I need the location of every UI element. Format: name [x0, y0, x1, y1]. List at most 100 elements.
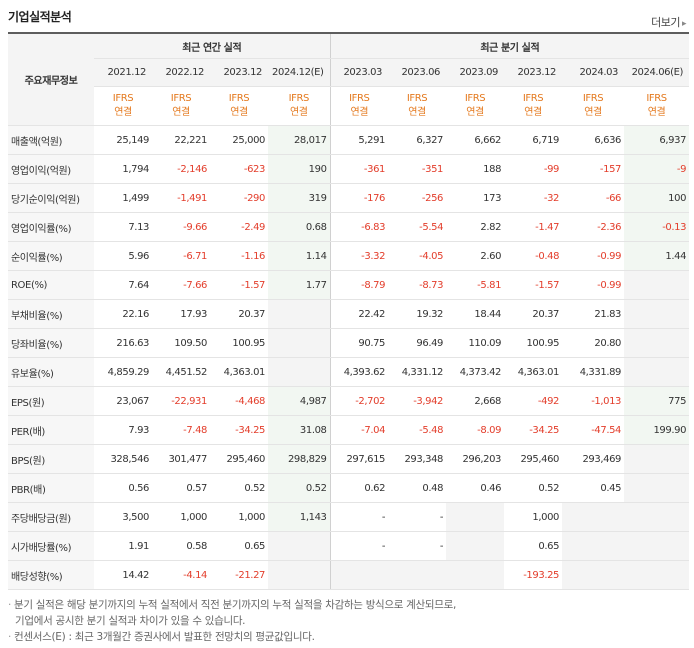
table-cell: -193.25: [504, 560, 563, 590]
table-cell: 7.64: [94, 270, 152, 300]
table-cell: 4,373.42: [446, 357, 505, 387]
table-cell: 2.60: [446, 241, 505, 271]
table-cell: [562, 560, 625, 590]
row-label: 영업이익(억원): [8, 154, 94, 184]
table-row: 당기순이익(억원) 1,499 -1,491 -290 319 -176 -256 173 -3…: [8, 183, 690, 213]
more-link[interactable]: 더보기 ▸: [651, 14, 686, 30]
table-row: BPS(원) 328,546 301,477 295,460 298,829 297,61…: [8, 444, 690, 474]
table-cell: 1.44: [624, 241, 690, 271]
table-cell: -22,931: [152, 386, 210, 416]
table-cell: 4,331.12: [388, 357, 447, 387]
table-cell: 301,477: [152, 444, 210, 474]
row-label: 배당성향(%): [8, 560, 94, 590]
row-label-header: 주요재무정보: [8, 33, 94, 126]
table-cell: 19.32: [388, 299, 447, 329]
table-cell: 4,363.01: [504, 357, 563, 387]
table-cell: 0.45: [562, 473, 625, 503]
table-cell: 190: [268, 154, 331, 184]
row-label: PER(배): [8, 415, 94, 445]
table-cell: -47.54: [562, 415, 625, 445]
table-cell: -6.83: [329, 212, 389, 242]
table-cell: 5.96: [94, 241, 152, 271]
table-cell: 7.13: [94, 212, 152, 242]
table-cell: 6,327: [388, 125, 447, 155]
basis-header: IFRS 연결: [210, 86, 268, 126]
table-cell: -34.25: [504, 415, 563, 445]
table-row: PER(배) 7.93 -7.48 -34.25 31.08 -7.04 -5.48 -8.0…: [8, 415, 690, 445]
annual-group-header: 최근 연간 실적: [94, 33, 331, 59]
section-title: 기업실적분석: [8, 10, 72, 24]
table-cell: 17.93: [152, 299, 210, 329]
table-cell: -1.16: [210, 241, 268, 271]
table-cell: 6,636: [562, 125, 625, 155]
table-cell: 1,000: [152, 502, 210, 532]
table-cell: -351: [388, 154, 447, 184]
table-cell: 1.91: [94, 531, 152, 561]
table-cell: -290: [210, 183, 268, 213]
basis-header: IFRS 연결: [624, 86, 690, 126]
table-cell: 0.68: [268, 212, 331, 242]
table-cell: -0.13: [624, 212, 690, 242]
table-cell: -4.14: [152, 560, 210, 590]
period-header: 2024.06(E): [624, 58, 690, 87]
table-cell: 100: [624, 183, 690, 213]
table-cell: -0.99: [562, 241, 625, 271]
table-cell: [268, 299, 331, 329]
table-cell: 216.63: [94, 328, 152, 358]
table-cell: 295,460: [504, 444, 563, 474]
table-cell: 1,000: [210, 502, 268, 532]
period-header: 2022.12: [152, 58, 210, 87]
basis-standard: IFRS: [406, 93, 428, 104]
table-cell: 0.46: [446, 473, 505, 503]
table-cell: [624, 328, 690, 358]
table-cell: 1,794: [94, 154, 152, 184]
table-row: 부채비율(%) 22.16 17.93 20.37 22.42 19.32 18.44 20.…: [8, 299, 690, 329]
bullet-icon: ·: [8, 599, 12, 611]
table-cell: 28,017: [268, 125, 331, 155]
table-cell: 22.42: [329, 299, 389, 329]
table-cell: [388, 560, 447, 590]
table-cell: -6.71: [152, 241, 210, 271]
table-cell: 20.37: [504, 299, 563, 329]
table-cell: 173: [446, 183, 505, 213]
table-cell: 188: [446, 154, 505, 184]
basis-header: IFRS 연결: [504, 86, 563, 126]
table-cell: -9.66: [152, 212, 210, 242]
table-cell: 2.82: [446, 212, 505, 242]
table-cell: 14.42: [94, 560, 152, 590]
table-cell: 293,348: [388, 444, 447, 474]
table-cell: [268, 328, 331, 358]
row-label: EPS(원): [8, 386, 94, 416]
table-cell: 328,546: [94, 444, 152, 474]
table-cell: -8.79: [329, 270, 389, 300]
row-label: ROE(%): [8, 270, 94, 300]
basis-header-row: IFRS 연결 IFRS 연결 IFRS 연결 IFRS 연결 IFRS 연결 IFRS 연결 IFRS…: [8, 86, 690, 126]
row-label: 부채비율(%): [8, 299, 94, 329]
table-cell: -: [388, 502, 447, 532]
basis-header: IFRS 연결: [388, 86, 447, 126]
row-label: 주당배당금(원): [8, 502, 94, 532]
footnotes: · 분기 실적은 해당 분기까지의 누적 실적에서 직전 분기까지의 누적 실적을…: [8, 597, 456, 645]
table-cell: 1.77: [268, 270, 331, 300]
table-cell: 18.44: [446, 299, 505, 329]
period-header: 2023.12: [504, 58, 563, 87]
basis-scope: 연결: [172, 107, 190, 118]
table-cell: -1.57: [504, 270, 563, 300]
table-cell: -99: [504, 154, 563, 184]
table-cell: 775: [624, 386, 690, 416]
table-cell: -5.81: [446, 270, 505, 300]
table-cell: -2.36: [562, 212, 625, 242]
table-cell: 6,937: [624, 125, 690, 155]
row-label: 당좌비율(%): [8, 328, 94, 358]
basis-scope: 연결: [114, 107, 132, 118]
row-label: 매출액(억원): [8, 125, 94, 155]
table-cell: 0.48: [388, 473, 447, 503]
table-cell: -2,702: [329, 386, 389, 416]
basis-header: IFRS 연결: [562, 86, 625, 126]
table-cell: 199.90: [624, 415, 690, 445]
table-cell: -176: [329, 183, 389, 213]
basis-scope: 연결: [647, 107, 666, 118]
table-cell: 109.50: [152, 328, 210, 358]
footnote-1-cont: 기업에서 공시한 분기 실적과 차이가 있을 수 있습니다.: [15, 615, 246, 627]
table-cell: 1,499: [94, 183, 152, 213]
